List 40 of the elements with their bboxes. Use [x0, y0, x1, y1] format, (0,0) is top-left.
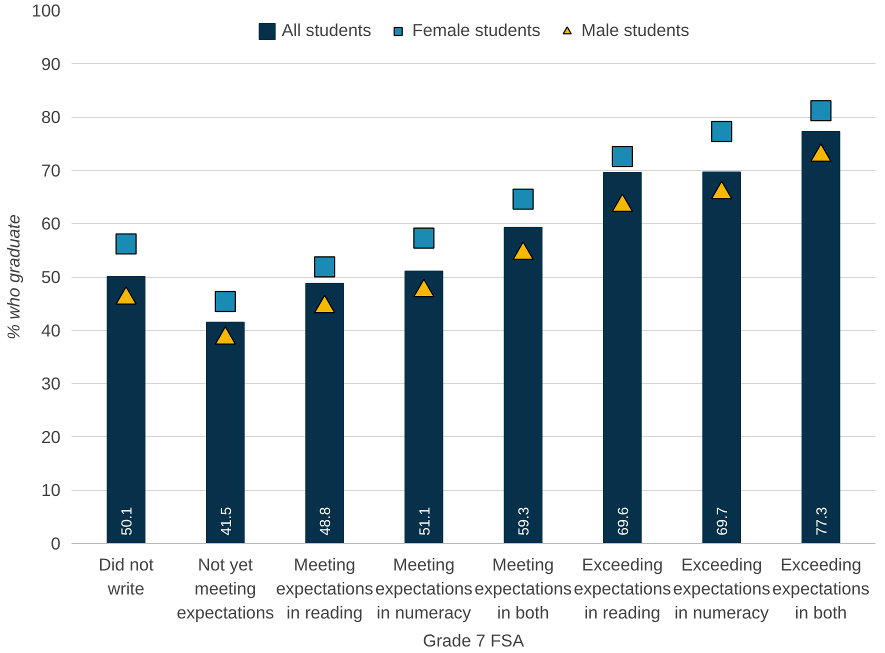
- y-tick-label: 100: [32, 0, 61, 20]
- bar: [702, 172, 742, 544]
- data-label: 41.5: [218, 506, 235, 536]
- x-tick-label: Did not write: [98, 554, 154, 598]
- y-tick-label: 60: [41, 214, 61, 234]
- y-tick-label: 10: [41, 480, 61, 500]
- legend-label: Female students: [412, 20, 540, 41]
- y-tick-label: 70: [41, 160, 61, 180]
- data-label: 59.3: [516, 506, 533, 536]
- y-tick-label: 30: [41, 374, 61, 394]
- bar: [603, 172, 642, 544]
- bar: [504, 226, 542, 544]
- x-tick-label: Exceeding expectations in numeracy: [673, 554, 771, 622]
- data-label: 50.1: [120, 506, 136, 536]
- y-tick-label: 20: [41, 426, 61, 447]
- y-tick-label: 80: [41, 107, 61, 128]
- legend-label: All students: [282, 20, 372, 41]
- y-tick-label: 90: [41, 54, 61, 74]
- x-tick-label: Meeting expectations in numeracy: [375, 554, 473, 622]
- x-tick-label: Meeting expectations in both: [474, 554, 572, 622]
- y-tick-label: 40: [41, 320, 61, 340]
- bar: [802, 130, 840, 544]
- x-tick-label: Exceeding expectations in reading: [574, 554, 672, 622]
- x-axis-title: Grade 7 FSA: [422, 630, 525, 650]
- y-axis-title: % who graduate: [4, 214, 24, 340]
- x-tick-label: Meeting expectations in reading: [276, 554, 374, 622]
- x-tick-label: Not yet meeting expectations: [176, 554, 274, 622]
- y-tick-label: 50: [41, 267, 61, 287]
- data-label: 69.6: [616, 506, 632, 536]
- data-label: 69.7: [715, 506, 732, 536]
- legend-label: Male students: [581, 20, 690, 41]
- bar: [206, 322, 245, 544]
- bar: [404, 270, 444, 544]
- bar: [106, 276, 146, 544]
- bar: [305, 282, 344, 544]
- data-label: 48.8: [318, 506, 334, 536]
- data-label: 77.3: [814, 506, 830, 536]
- x-tick-label: Exceeding expectations in both: [772, 554, 870, 622]
- y-tick-label: 0: [50, 534, 61, 554]
- data-label: 51.1: [417, 506, 434, 536]
